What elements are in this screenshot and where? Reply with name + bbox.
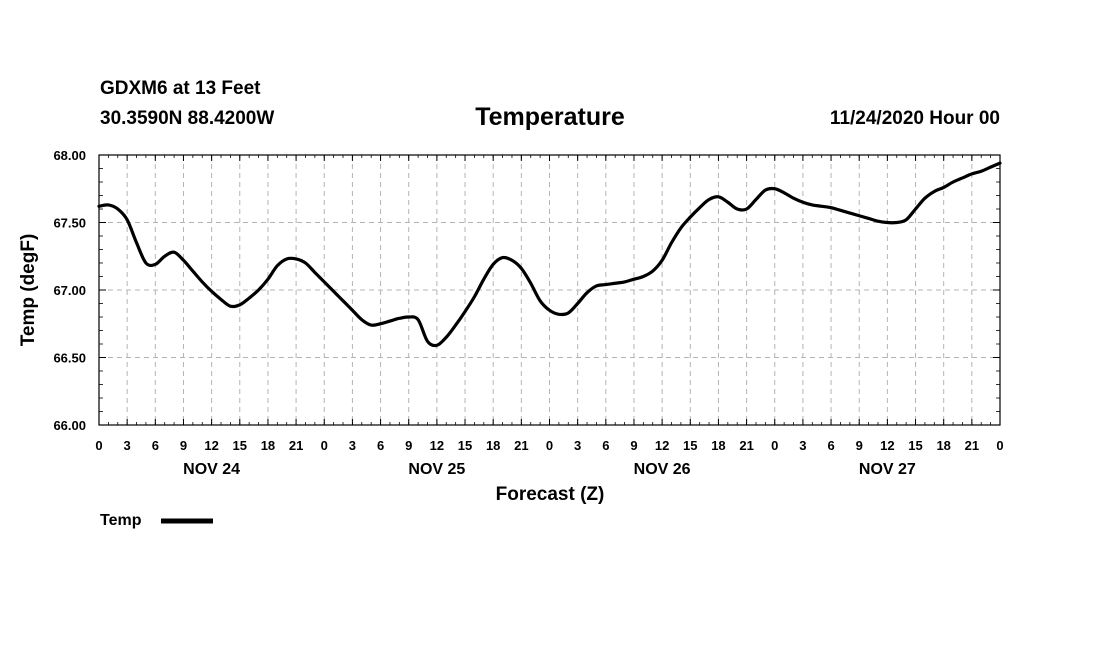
x-tick-label: 15: [908, 438, 922, 453]
x-tick-label: 21: [965, 438, 979, 453]
x-tick-label: 6: [827, 438, 834, 453]
y-tick-label: 67.50: [53, 216, 86, 231]
x-tick-label: 18: [936, 438, 950, 453]
day-label: NOV 26: [634, 461, 691, 478]
x-tick-label: 15: [458, 438, 472, 453]
x-tick-label: 15: [233, 438, 247, 453]
x-tick-label: 0: [95, 438, 102, 453]
x-tick-label: 3: [124, 438, 131, 453]
x-tick-label: 0: [771, 438, 778, 453]
x-tick-label: 3: [349, 438, 356, 453]
x-tick-label: 12: [655, 438, 669, 453]
x-tick-label: 12: [430, 438, 444, 453]
x-tick-label: 21: [289, 438, 303, 453]
x-tick-label: 0: [321, 438, 328, 453]
day-label: NOV 24: [183, 461, 240, 478]
x-tick-label: 3: [574, 438, 581, 453]
x-tick-label: 12: [204, 438, 218, 453]
x-tick-label: 6: [377, 438, 384, 453]
day-label: NOV 27: [859, 461, 916, 478]
x-tick-label: 9: [405, 438, 412, 453]
legend: Temp: [100, 512, 213, 529]
day-label: NOV 25: [408, 461, 465, 478]
x-tick-label: 0: [546, 438, 553, 453]
x-tick-label: 15: [683, 438, 697, 453]
y-tick-label: 66.00: [53, 418, 86, 433]
x-tick-label: 21: [739, 438, 753, 453]
station-label: GDXM6 at 13 Feet: [100, 78, 261, 99]
x-tick-label: 12: [880, 438, 894, 453]
day-labels: NOV 24 NOV 25 NOV 26 NOV 27: [183, 461, 916, 478]
y-tick-label: 66.50: [53, 351, 86, 366]
y-tick-label: 68.00: [53, 148, 86, 163]
series-group: [97, 161, 1002, 348]
x-tick-label: 9: [180, 438, 187, 453]
x-tick-label: 21: [514, 438, 528, 453]
x-tick-label: 3: [799, 438, 806, 453]
y-tick-label: 67.00: [53, 283, 86, 298]
x-tick-label: 9: [856, 438, 863, 453]
x-tick-label: 18: [486, 438, 500, 453]
temp-series-line: [97, 161, 1002, 348]
gridlines: [99, 155, 1000, 425]
x-tick-label: 6: [602, 438, 609, 453]
x-tick-label: 18: [261, 438, 275, 453]
x-tick-label: 0: [996, 438, 1003, 453]
x-axis-ticks: 0 3 6 9 12 15 18 21 0 3 6 9 12 15 18 21 0 3 6 9 12 15 18 21 0 3 6 9…: [95, 155, 1004, 453]
y-axis-label: Temp (degF): [18, 234, 39, 347]
coordinates-label: 30.3590N 88.4200W: [100, 108, 274, 129]
x-tick-label: 18: [711, 438, 725, 453]
y-axis-ticks: 66.00 66.50 67.00 67.50 68.00: [53, 148, 1000, 433]
chart-title: Temperature: [475, 103, 625, 131]
forecast-datetime: 11/24/2020 Hour 00: [830, 108, 1000, 129]
x-tick-label: 6: [152, 438, 159, 453]
legend-label: Temp: [100, 512, 142, 529]
x-tick-label: 9: [630, 438, 637, 453]
x-axis-label: Forecast (Z): [496, 484, 605, 505]
